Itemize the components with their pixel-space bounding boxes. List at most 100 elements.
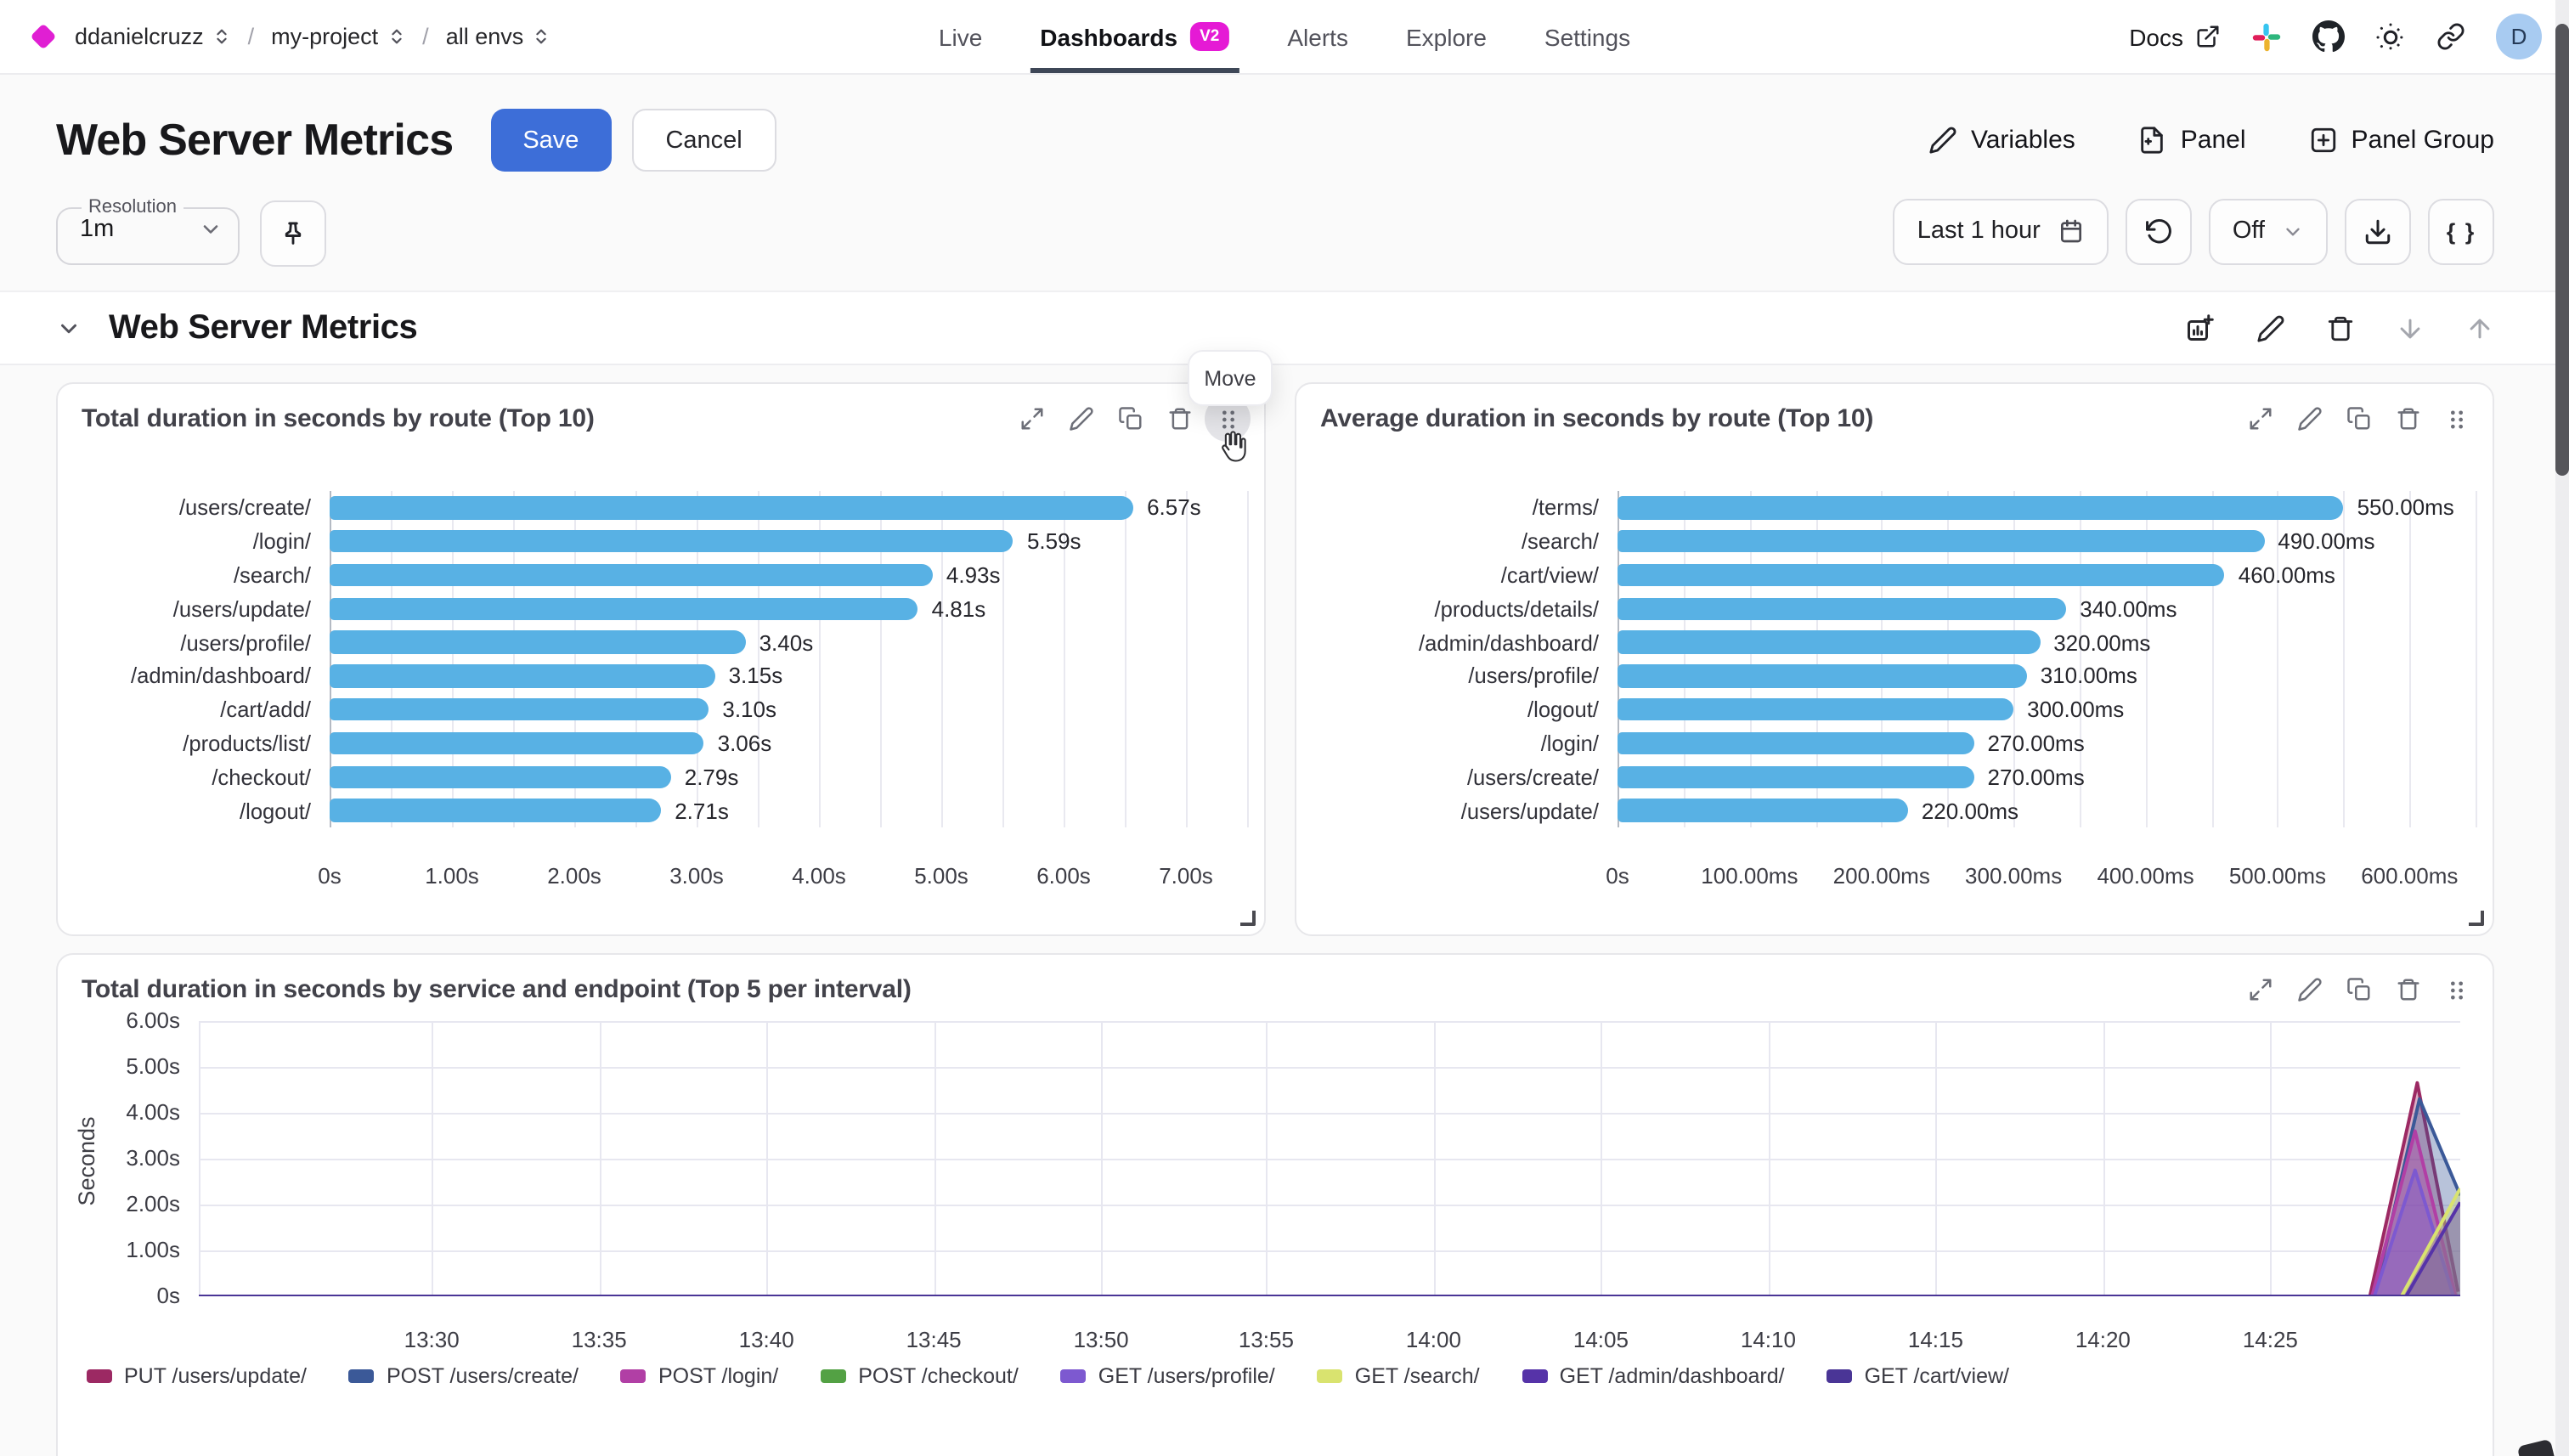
breadcrumb-org[interactable]: ddanielcruzz — [75, 24, 231, 49]
collapse-chevron-icon[interactable] — [56, 315, 82, 341]
legend-item[interactable]: GET /search/ — [1317, 1364, 1480, 1388]
cancel-button[interactable]: Cancel — [631, 109, 776, 172]
bar-category-label: /users/create/ — [1466, 764, 1599, 790]
bar[interactable] — [1618, 530, 2265, 553]
gridline — [2476, 491, 2477, 827]
add-chart-to-group-button[interactable] — [2185, 313, 2216, 343]
edit-panel-icon[interactable] — [1069, 406, 1094, 432]
bar[interactable] — [330, 630, 746, 654]
github-icon[interactable] — [2312, 20, 2345, 53]
panel-resize-handle[interactable] — [1240, 911, 1256, 926]
variables-button[interactable]: Variables — [1928, 126, 2075, 155]
bar[interactable] — [1618, 597, 2067, 620]
refresh-button[interactable] — [2125, 198, 2192, 264]
gridline — [1247, 491, 1249, 827]
move-group-up-button[interactable] — [2465, 313, 2494, 342]
slack-icon[interactable] — [2251, 21, 2282, 52]
bar[interactable] — [330, 496, 1134, 520]
nav-item-alerts[interactable]: Alerts — [1287, 0, 1348, 73]
download-button[interactable] — [2345, 198, 2411, 264]
duplicate-panel-icon[interactable] — [1118, 406, 1143, 432]
bar-category-label: /products/list/ — [183, 730, 311, 756]
bar[interactable] — [330, 563, 933, 587]
bar[interactable] — [1618, 630, 2041, 654]
bar-value-label: 300.00ms — [2027, 697, 2125, 723]
bar[interactable] — [1618, 697, 2014, 721]
top-right-actions: Docs D — [2129, 14, 2542, 59]
area-chart-plot[interactable] — [199, 1021, 2460, 1296]
bar[interactable] — [1618, 664, 2027, 688]
bar[interactable] — [1618, 799, 1908, 822]
nav-item-settings[interactable]: Settings — [1544, 0, 1630, 73]
bar[interactable] — [330, 765, 671, 788]
legend-item[interactable]: POST /login/ — [620, 1364, 778, 1388]
bar[interactable] — [1618, 563, 2225, 587]
chevrons-up-down-icon — [212, 27, 231, 46]
x-axis-tick: 0s — [1606, 862, 1629, 889]
bar[interactable] — [330, 664, 715, 688]
nav-item-dashboards[interactable]: Dashboards V2 — [1030, 0, 1239, 73]
legend-item[interactable]: GET /users/profile/ — [1060, 1364, 1275, 1388]
move-group-down-button[interactable] — [2396, 313, 2425, 342]
page-title: Web Server Metrics — [56, 114, 454, 165]
breadcrumb-project[interactable]: my-project — [271, 24, 405, 49]
expand-panel-icon[interactable] — [1019, 406, 1045, 432]
chevron-down-icon — [199, 217, 223, 241]
json-view-button[interactable]: { } — [2428, 198, 2494, 264]
bar[interactable] — [1618, 496, 2344, 520]
auto-refresh-select[interactable]: Off — [2208, 198, 2328, 264]
page-scrollbar-track[interactable] — [2555, 0, 2569, 1456]
bar[interactable] — [330, 597, 918, 620]
legend-item[interactable]: POST /users/create/ — [348, 1364, 579, 1388]
page-scrollbar-thumb[interactable] — [2555, 24, 2569, 476]
bar-row: /admin/dashboard/3.15s — [78, 659, 1244, 693]
bar[interactable] — [330, 530, 1013, 553]
delete-panel-icon[interactable] — [2396, 977, 2421, 1002]
save-button[interactable]: Save — [490, 109, 612, 172]
edit-group-button[interactable] — [2256, 313, 2285, 342]
delete-panel-icon[interactable] — [2396, 406, 2421, 432]
bar-category-label: /login/ — [252, 528, 311, 555]
legend-item[interactable]: PUT /users/update/ — [87, 1364, 307, 1388]
pencil-icon — [1928, 126, 1957, 155]
add-panel-button[interactable]: Panel — [2138, 126, 2246, 155]
nav-item-explore[interactable]: Explore — [1406, 0, 1487, 73]
time-range-button[interactable]: Last 1 hour — [1893, 198, 2109, 264]
bar[interactable] — [330, 799, 662, 822]
docs-link[interactable]: Docs — [2129, 23, 2221, 50]
panel-resize-handle[interactable] — [2469, 911, 2484, 926]
bar-track: 3.40s — [330, 629, 1244, 655]
bar-track: 2.79s — [330, 765, 1244, 790]
brand-logo-icon[interactable] — [30, 23, 57, 50]
expand-panel-icon[interactable] — [2248, 406, 2273, 432]
legend-item[interactable]: POST /checkout/ — [821, 1364, 1019, 1388]
delete-panel-icon[interactable] — [1167, 406, 1193, 432]
add-panel-group-button[interactable]: Panel Group — [2309, 126, 2494, 155]
gridline — [1125, 491, 1126, 827]
legend-swatch — [620, 1369, 646, 1383]
resolution-select[interactable]: Resolution 1m — [56, 197, 240, 265]
series-line-put-users-update- — [199, 1081, 2460, 1296]
bar[interactable] — [1618, 765, 1974, 788]
drag-panel-handle[interactable] — [2445, 407, 2469, 431]
bar[interactable] — [330, 697, 709, 721]
share-link-icon[interactable] — [2436, 22, 2465, 51]
user-avatar[interactable]: D — [2496, 14, 2542, 59]
legend-item[interactable]: GET /cart/view/ — [1827, 1364, 2009, 1388]
duplicate-panel-icon[interactable] — [2346, 406, 2372, 432]
bar-chart-average-duration: /terms/550.00ms/search/490.00ms/cart/vie… — [1296, 433, 2493, 899]
bar[interactable] — [330, 731, 704, 755]
expand-panel-icon[interactable] — [2248, 977, 2273, 1002]
duplicate-panel-icon[interactable] — [2346, 977, 2372, 1002]
theme-brightness-icon[interactable] — [2375, 21, 2406, 52]
bar-value-label: 270.00ms — [1987, 730, 2085, 756]
edit-panel-icon[interactable] — [2297, 406, 2323, 432]
edit-panel-icon[interactable] — [2297, 977, 2323, 1002]
nav-item-live[interactable]: Live — [939, 0, 982, 73]
pin-button[interactable] — [260, 200, 326, 267]
breadcrumb-env[interactable]: all envs — [446, 24, 551, 49]
delete-group-button[interactable] — [2326, 313, 2355, 342]
bar[interactable] — [1618, 731, 1974, 755]
drag-panel-handle[interactable] — [2445, 978, 2469, 1002]
legend-item[interactable]: GET /admin/dashboard/ — [1522, 1364, 1785, 1388]
